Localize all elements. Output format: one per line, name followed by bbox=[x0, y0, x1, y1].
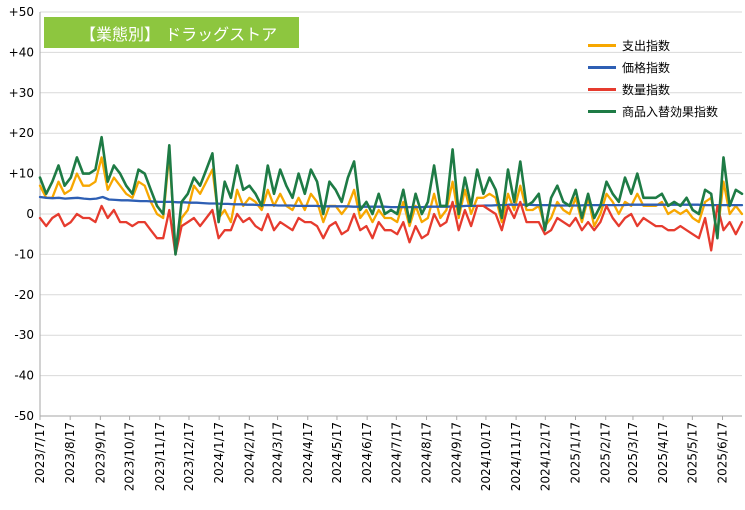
series-line-1 bbox=[38, 152, 744, 252]
x-tick-label: 2025/4/17 bbox=[656, 422, 670, 484]
x-tick-label: 2023/7/17 bbox=[33, 422, 47, 484]
x-tick-label: 2023/9/17 bbox=[93, 422, 107, 484]
x-tick-label: 2024/1/17 bbox=[212, 422, 226, 484]
x-tick-label: 2024/12/17 bbox=[538, 422, 552, 491]
chart-legend: 支出指数 価格指数 数量指数 商品入替効果指数 bbox=[588, 34, 718, 122]
y-tick-label: -30 bbox=[14, 328, 34, 342]
y-tick-label: -10 bbox=[14, 247, 34, 261]
x-tick-label: 2024/8/17 bbox=[420, 422, 434, 484]
x-tick-label: 2023/8/17 bbox=[63, 422, 77, 484]
y-tick-label: -20 bbox=[14, 288, 34, 302]
x-tick-label: 2023/12/17 bbox=[182, 422, 196, 491]
x-tick-label: 2024/7/17 bbox=[389, 422, 403, 484]
series-line-4 bbox=[38, 135, 744, 256]
x-tick-label: 2024/9/17 bbox=[450, 422, 464, 484]
legend-item-spending: 支出指数 bbox=[588, 34, 718, 56]
x-tick-label: 2024/5/17 bbox=[330, 422, 344, 484]
y-tick-label: +10 bbox=[9, 167, 34, 181]
legend-swatch-quantity bbox=[588, 87, 616, 91]
x-tick-label: 2024/11/17 bbox=[509, 422, 523, 491]
x-tick-label: 2024/2/17 bbox=[242, 422, 256, 484]
legend-swatch-price bbox=[588, 65, 616, 69]
y-tick-label: +40 bbox=[9, 45, 34, 59]
x-tick-label: 2023/10/17 bbox=[123, 422, 137, 491]
legend-label-replacement: 商品入替効果指数 bbox=[622, 104, 719, 119]
y-tick-label: -50 bbox=[14, 409, 34, 423]
chart-title-text: 【業態別】 ドラッグストア bbox=[80, 24, 278, 44]
legend-label-spending: 支出指数 bbox=[622, 38, 671, 53]
x-tick-label: 2025/1/17 bbox=[569, 422, 583, 484]
legend-label-quantity: 数量指数 bbox=[622, 82, 671, 97]
x-tick-label: 2025/6/17 bbox=[716, 422, 730, 484]
y-tick-label: -40 bbox=[14, 369, 34, 383]
legend-label-price: 価格指数 bbox=[622, 60, 671, 75]
x-tick-label: 2025/5/17 bbox=[685, 422, 699, 484]
x-tick-label: 2024/3/17 bbox=[271, 422, 285, 484]
legend-swatch-replacement bbox=[588, 109, 616, 113]
y-tick-label: +30 bbox=[9, 86, 34, 100]
legend-item-replacement: 商品入替効果指数 bbox=[588, 100, 718, 122]
x-tick-label: 2025/2/17 bbox=[599, 422, 613, 484]
x-tick-label: 2025/3/17 bbox=[626, 422, 640, 484]
y-tick-label: +50 bbox=[9, 5, 34, 19]
y-tick-label: 0 bbox=[26, 207, 34, 221]
x-tick-label: 2024/4/17 bbox=[301, 422, 315, 484]
legend-item-quantity: 数量指数 bbox=[588, 78, 718, 100]
legend-swatch-spending bbox=[588, 43, 616, 47]
x-tick-label: 2024/10/17 bbox=[479, 422, 493, 491]
series-line-2 bbox=[38, 195, 744, 209]
x-tick-label: 2024/6/17 bbox=[360, 422, 374, 484]
x-tick-label: 2023/11/17 bbox=[153, 422, 167, 491]
chart-title: 【業態別】 ドラッグストア bbox=[44, 17, 299, 48]
legend-item-price: 価格指数 bbox=[588, 56, 718, 78]
series-line-3 bbox=[38, 200, 744, 256]
y-tick-label: +20 bbox=[9, 126, 34, 140]
